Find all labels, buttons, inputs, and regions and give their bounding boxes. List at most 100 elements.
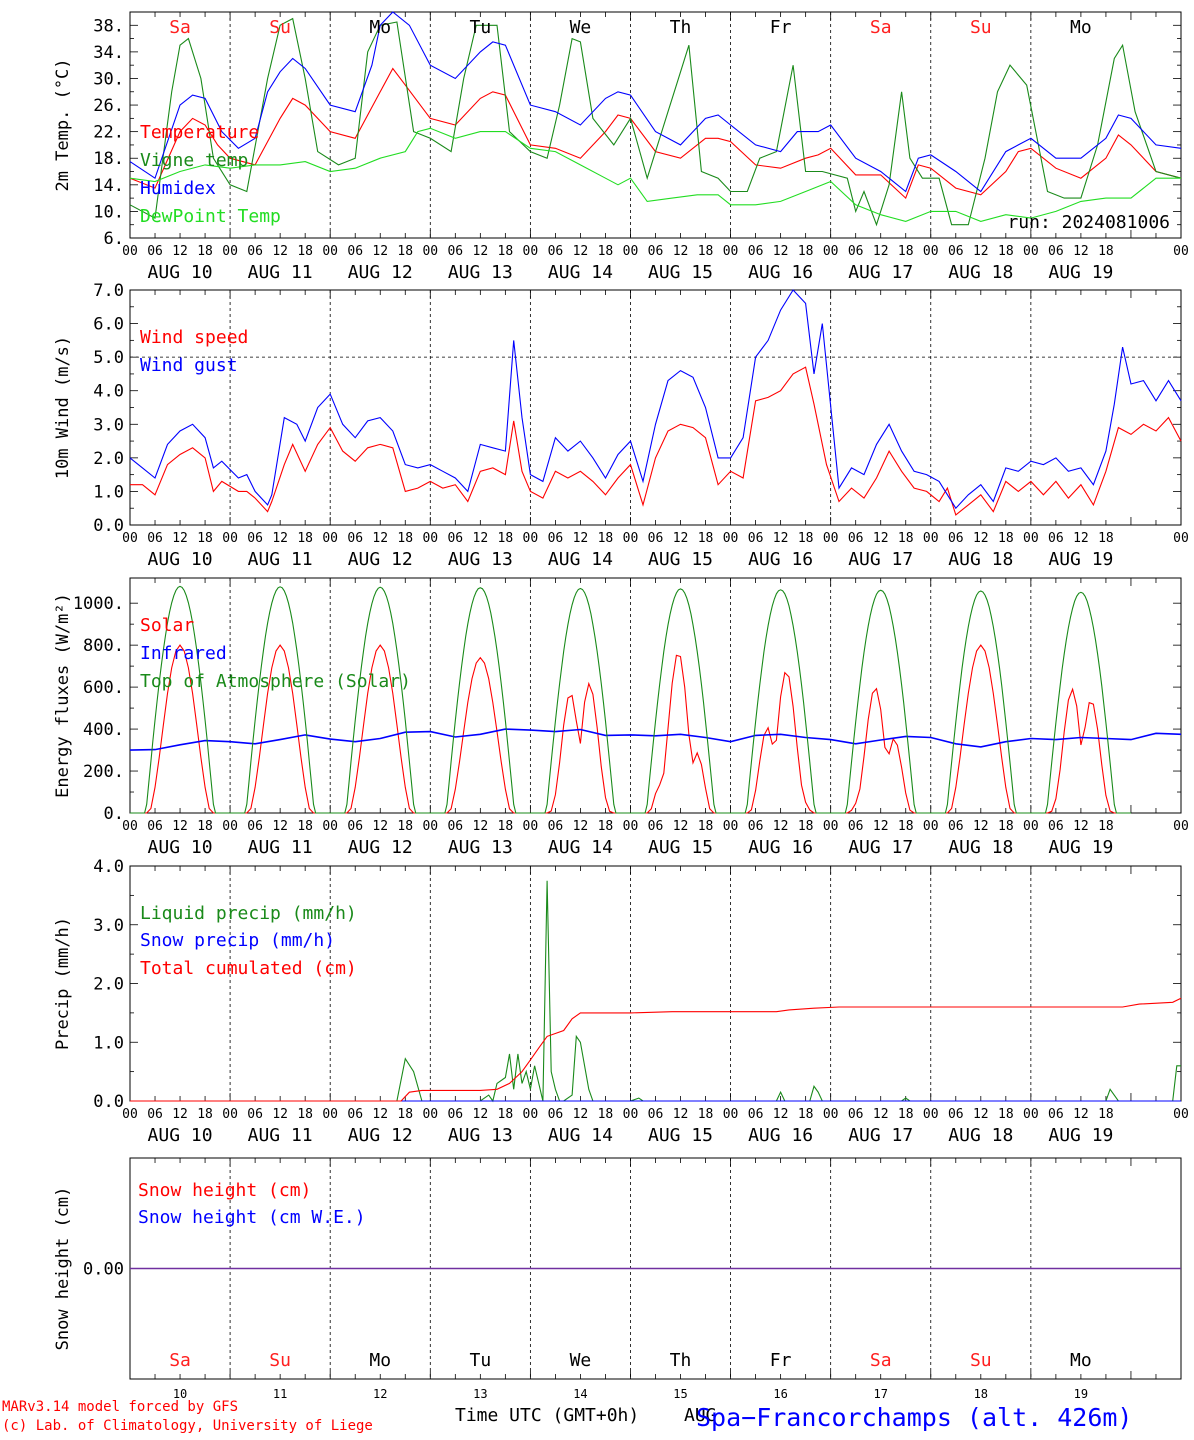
hour-tick-label: 12 xyxy=(172,531,188,546)
hour-tick-label: 06 xyxy=(548,244,564,259)
hour-tick-label: 12 xyxy=(573,1107,589,1122)
hour-tick-label: 06 xyxy=(548,1107,564,1122)
y-tick-label: 38. xyxy=(93,16,124,36)
day-of-week-label: Sa xyxy=(870,1350,892,1371)
hour-tick-label: 00 xyxy=(1023,1107,1039,1122)
hour-tick-label: 00 xyxy=(923,819,939,834)
y-tick-label: 6.0 xyxy=(93,315,124,335)
hour-tick-label: 12 xyxy=(873,1107,889,1122)
hour-tick-label: 00 xyxy=(122,819,138,834)
hour-tick-label: 00 xyxy=(222,531,238,546)
hour-tick-label: 12 xyxy=(673,531,689,546)
hour-tick-label: 12 xyxy=(773,531,789,546)
hour-tick-label: 06 xyxy=(247,531,263,546)
hour-tick-label: 18 xyxy=(698,1107,714,1122)
hour-tick-label: 18 xyxy=(798,531,814,546)
hour-tick-label: 12 xyxy=(973,819,989,834)
hour-tick-label: 12 xyxy=(372,819,388,834)
hour-tick-label: 06 xyxy=(347,244,363,259)
hour-tick-label: 18 xyxy=(698,244,714,259)
hour-tick-label: 00 xyxy=(1173,1107,1189,1122)
hour-tick-label: 00 xyxy=(422,819,438,834)
day-number-label: 18 xyxy=(974,1387,988,1401)
series-line-wind-speed xyxy=(130,366,1182,516)
y-tick-label: 4.0 xyxy=(93,857,124,877)
hour-tick-label: 00 xyxy=(923,1107,939,1122)
hour-tick-label: 00 xyxy=(723,244,739,259)
hour-tick-label: 00 xyxy=(122,244,138,259)
date-label: AUG 11 xyxy=(248,837,313,858)
hour-tick-label: 18 xyxy=(998,244,1014,259)
hour-tick-label: 12 xyxy=(873,531,889,546)
hour-tick-label: 00 xyxy=(523,1107,539,1122)
hour-tick-label: 12 xyxy=(172,244,188,259)
hour-tick-label: 18 xyxy=(1098,1107,1114,1122)
hour-tick-label: 18 xyxy=(297,1107,313,1122)
date-label: AUG 12 xyxy=(348,549,413,570)
hour-tick-label: 00 xyxy=(623,1107,639,1122)
hour-tick-label: 18 xyxy=(498,531,514,546)
series-line-vigne-temp xyxy=(129,17,1182,227)
date-label: AUG 12 xyxy=(348,1125,413,1146)
hour-tick-label: 00 xyxy=(523,531,539,546)
hour-tick-label: 12 xyxy=(873,244,889,259)
date-label: AUG 15 xyxy=(648,1125,713,1146)
hour-tick-label: 18 xyxy=(998,819,1014,834)
hour-tick-label: 06 xyxy=(648,244,664,259)
date-label: AUG 18 xyxy=(948,837,1013,858)
hour-tick-label: 06 xyxy=(1048,1107,1064,1122)
date-label: AUG 12 xyxy=(348,262,413,283)
hour-tick-label: 00 xyxy=(823,531,839,546)
day-of-week-label: Sa xyxy=(169,1350,191,1371)
hour-tick-label: 18 xyxy=(898,819,914,834)
date-label: AUG 16 xyxy=(748,837,813,858)
date-label: AUG 12 xyxy=(348,837,413,858)
hour-tick-label: 18 xyxy=(397,1107,413,1122)
date-label: AUG 16 xyxy=(748,1125,813,1146)
hour-tick-label: 00 xyxy=(422,531,438,546)
series-line-dewpoint-temp xyxy=(129,127,1181,222)
hour-tick-label: 18 xyxy=(698,819,714,834)
legend-top-of-atmosphere-solar-: Top of Atmosphere (Solar) xyxy=(140,671,411,692)
hour-tick-label: 00 xyxy=(1023,819,1039,834)
hour-tick-label: 12 xyxy=(1073,1107,1089,1122)
hour-tick-label: 12 xyxy=(372,531,388,546)
date-label: AUG 15 xyxy=(648,549,713,570)
hour-tick-label: 12 xyxy=(773,819,789,834)
x-axis-month-label: AUG xyxy=(684,1405,717,1426)
panel-1 xyxy=(129,11,1182,239)
date-label: AUG 10 xyxy=(148,1125,213,1146)
series-line-infrared xyxy=(129,728,1182,751)
day-number-label: 12 xyxy=(373,1387,387,1401)
y-tick-label: 0.0 xyxy=(93,1092,124,1112)
legend-wind-gust: Wind gust xyxy=(140,355,238,376)
hour-tick-label: 00 xyxy=(222,819,238,834)
day-number-label: 19 xyxy=(1074,1387,1088,1401)
hour-tick-label: 06 xyxy=(447,244,463,259)
hour-tick-label: 12 xyxy=(1073,244,1089,259)
hour-tick-label: 18 xyxy=(197,1107,213,1122)
hour-tick-label: 06 xyxy=(247,819,263,834)
hour-tick-label: 00 xyxy=(1173,531,1189,546)
day-of-week-label: Tu xyxy=(469,1350,491,1371)
x-axis-label: Time UTC (GMT+0h) xyxy=(455,1405,640,1426)
day-of-week-label: Fr xyxy=(770,1350,792,1371)
day-of-week-label: Th xyxy=(670,17,692,38)
date-label: AUG 18 xyxy=(948,262,1013,283)
hour-tick-label: 00 xyxy=(422,1107,438,1122)
hour-tick-label: 12 xyxy=(272,1107,288,1122)
day-of-week-label: Sa xyxy=(870,17,892,38)
y-tick-label: 7.0 xyxy=(93,281,124,301)
day-of-week-label: Tu xyxy=(469,17,491,38)
hour-tick-label: 12 xyxy=(773,244,789,259)
hour-tick-label: 18 xyxy=(598,244,614,259)
hour-tick-label: 12 xyxy=(773,1107,789,1122)
legend-wind-speed: Wind speed xyxy=(140,327,248,348)
date-label: AUG 10 xyxy=(148,262,213,283)
hour-tick-label: 18 xyxy=(1098,531,1114,546)
y-tick-label: 3.0 xyxy=(93,415,124,435)
panel-5 xyxy=(129,1157,1182,1380)
hour-tick-label: 00 xyxy=(322,531,338,546)
hour-tick-label: 12 xyxy=(473,531,489,546)
hour-tick-label: 06 xyxy=(1048,244,1064,259)
